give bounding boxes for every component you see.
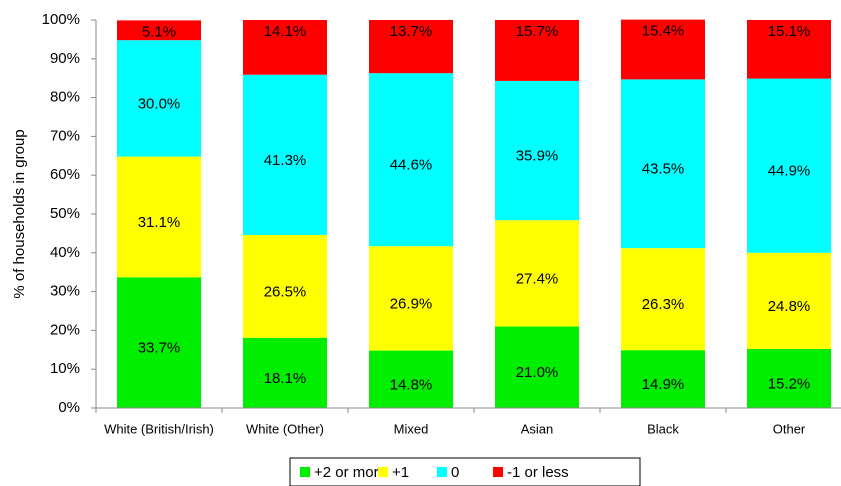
value-label: 15.7%: [516, 23, 559, 40]
bar-segment: [747, 78, 831, 253]
legend-label: 0: [451, 464, 459, 481]
bar-segment: [117, 40, 201, 157]
y-tick-label: 0%: [58, 399, 80, 416]
value-label: 14.1%: [264, 23, 307, 40]
bar-segment: [117, 20, 201, 41]
value-label: 15.1%: [768, 23, 811, 40]
bar-segment: [243, 74, 327, 235]
y-tick-label: 90%: [50, 50, 80, 67]
legend-swatch: [378, 467, 388, 477]
x-tick-label: Black: [647, 421, 679, 436]
bar-segment: [495, 326, 579, 408]
bar-segment: [621, 248, 705, 351]
x-tick-label: White (British/Irish): [104, 421, 214, 436]
legend-label: -1 or less: [507, 464, 569, 481]
value-label: 43.5%: [642, 161, 685, 178]
x-tick-label: White (Other): [246, 421, 324, 436]
value-label: 5.1%: [142, 23, 176, 40]
y-tick-label: 10%: [50, 360, 80, 377]
bar-segment: [747, 20, 831, 79]
y-tick-label: 50%: [50, 205, 80, 222]
bar-segment: [117, 156, 201, 278]
value-label: 35.9%: [516, 148, 559, 165]
bar-segment: [621, 79, 705, 249]
bar-segment: [369, 73, 453, 247]
value-label: 26.9%: [390, 295, 433, 312]
legend-swatch: [437, 467, 447, 477]
y-tick-label: 100%: [42, 11, 80, 28]
value-label: 44.9%: [768, 163, 811, 180]
bar-segment: [621, 350, 705, 408]
value-label: 21.0%: [516, 364, 559, 381]
y-tick-label: 60%: [50, 166, 80, 183]
value-label: 44.6%: [390, 157, 433, 174]
value-label: 14.9%: [642, 376, 685, 393]
value-label: 30.0%: [138, 95, 181, 112]
y-tick-label: 40%: [50, 244, 80, 261]
bar-segment: [747, 252, 831, 350]
value-label: 41.3%: [264, 152, 307, 169]
bar-segment: [369, 350, 453, 408]
bar-segment: [243, 337, 327, 408]
value-label: 26.3%: [642, 296, 685, 313]
bar-segment: [243, 20, 327, 75]
bar-segment: [747, 349, 831, 408]
bar-segment: [243, 234, 327, 338]
value-label: 24.8%: [768, 298, 811, 315]
y-tick-label: 80%: [50, 89, 80, 106]
x-tick-label: Other: [773, 421, 806, 436]
bar-segment: [495, 220, 579, 327]
x-tick-label: Asian: [521, 421, 554, 436]
bar-segment: [117, 277, 201, 408]
legend-label: +1: [392, 464, 409, 481]
y-tick-label: 20%: [50, 321, 80, 338]
bar-segment: [369, 20, 453, 74]
value-label: 31.1%: [138, 214, 181, 231]
y-tick-label: 30%: [50, 283, 80, 300]
bar-segment: [495, 80, 579, 221]
y-axis-label: % of households in group: [11, 129, 28, 298]
legend-label: +2 or more: [314, 464, 387, 481]
value-label: 14.8%: [390, 376, 433, 393]
x-tick-label: Mixed: [394, 421, 429, 436]
value-label: 18.1%: [264, 370, 307, 387]
value-label: 33.7%: [138, 340, 181, 357]
legend-swatch: [300, 467, 310, 477]
legend-box: [289, 457, 641, 486]
bar-segment: [621, 19, 705, 80]
value-label: 15.4%: [642, 23, 685, 40]
y-tick-label: 70%: [50, 127, 80, 144]
bar-segment: [495, 20, 579, 81]
value-label: 13.7%: [390, 23, 433, 40]
value-label: 27.4%: [516, 270, 559, 287]
legend-swatch: [493, 467, 503, 477]
value-label: 15.2%: [768, 375, 811, 392]
bar-segment: [369, 246, 453, 351]
value-label: 26.5%: [264, 283, 307, 300]
